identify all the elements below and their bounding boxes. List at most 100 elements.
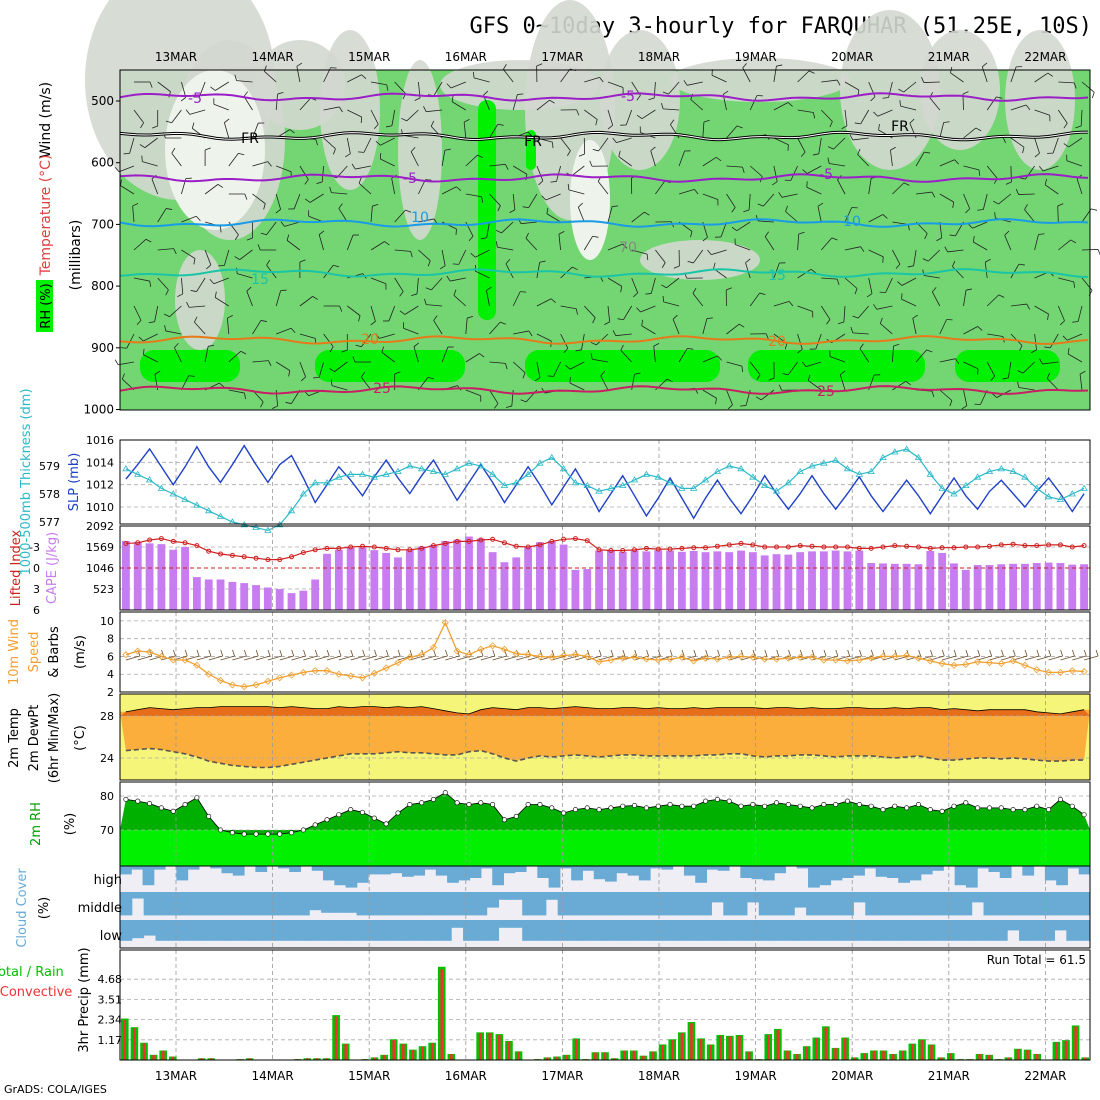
wind-barb-flag: [525, 232, 529, 239]
rh2m-marker: [797, 803, 803, 809]
slp-tick: 1014: [86, 456, 114, 469]
wind-barb: [781, 193, 798, 198]
cloud-bar: [782, 920, 795, 941]
date-label-bottom: 17MAR: [541, 1069, 583, 1083]
wind10-barb-flag: [314, 649, 318, 657]
wind-barb-flag: [423, 106, 427, 112]
wind-barb-flag: [272, 405, 278, 409]
wind10-marker: [595, 658, 603, 666]
precip-convective-bar: [651, 1051, 655, 1060]
cloud-bar: [593, 866, 606, 880]
wind-barb: [331, 385, 348, 391]
wind-barb: [441, 186, 457, 195]
cloud-bar: [120, 920, 133, 941]
lifted-index-tick: 0: [33, 562, 40, 575]
wind-barb-flag: [952, 201, 955, 208]
cape-bar: [311, 579, 320, 610]
wind-barb: [144, 137, 158, 148]
cloud-bar: [1056, 866, 1068, 886]
wind-barb: [1034, 137, 1040, 154]
wind-barb-flag: [194, 316, 198, 323]
wind-barb: [1004, 235, 1012, 251]
lifted-index-marker: [561, 536, 567, 542]
wind-barb-flag: [931, 191, 936, 198]
wind-barb: [702, 122, 705, 139]
cape-bar: [536, 542, 544, 610]
wind-barb-flag: [1047, 72, 1054, 77]
rh2m-marker: [998, 805, 1004, 811]
cape-bar: [157, 544, 166, 610]
wind-barb-flag: [304, 198, 311, 203]
cloud-bar: [616, 866, 629, 874]
wind10-barb-flag: [1012, 649, 1016, 657]
wind10-barb-flag: [764, 649, 768, 657]
cloud-bar: [924, 920, 937, 941]
precip-convective-bar: [776, 1029, 780, 1060]
precip-convective-bar: [670, 1039, 674, 1060]
cape-bar: [346, 547, 355, 610]
wind-barb: [236, 80, 253, 83]
wind-barb: [963, 361, 979, 370]
rh2m-marker: [1069, 803, 1075, 809]
wind-barb-flag: [296, 62, 303, 67]
wind-barb-flag: [1004, 230, 1010, 236]
wind-barb: [165, 330, 182, 335]
wind-barb-flag: [836, 79, 841, 86]
cape-bar: [973, 565, 982, 610]
wind-barb: [650, 150, 656, 167]
wind10-marker: [1080, 667, 1088, 676]
wind10-marker: [974, 658, 982, 666]
wind-barb-flag: [145, 238, 152, 243]
cape-bar: [571, 569, 580, 610]
wind-barb-flag: [636, 95, 641, 101]
rh-dry-area: [175, 250, 225, 350]
thickness-marker: [559, 465, 568, 472]
wind-barb: [987, 333, 1004, 337]
slp-tick: 1016: [86, 434, 114, 447]
wind-barb-flag: [399, 291, 404, 297]
rh2m-marker: [584, 805, 590, 811]
wind-barb-flag: [857, 148, 861, 155]
wind-barb-flag: [1047, 313, 1049, 320]
wind-barb-flag: [1063, 143, 1069, 148]
wind-barb: [413, 346, 419, 363]
wind-barb-flag: [1025, 104, 1031, 110]
wind10-tick: 10: [100, 615, 114, 628]
lifted-index-marker: [300, 550, 306, 556]
wind-barb-flag: [707, 249, 712, 255]
lifted-index-marker: [1057, 542, 1063, 548]
rh2m-tick: 80: [100, 790, 114, 803]
wind10-barb-flag: [1060, 649, 1063, 657]
wind-barb-flag: [243, 91, 248, 97]
wind-barb: [1008, 361, 1012, 378]
wind-barb: [246, 290, 253, 307]
lifted-index-marker: [1069, 544, 1075, 550]
wind-barb-flag: [244, 392, 246, 400]
wind-barb-flag: [315, 139, 318, 146]
wind-barb: [1034, 72, 1049, 83]
wind10-barb-flag: [433, 649, 437, 657]
rh2m-marker: [608, 805, 614, 811]
wind-barb: [616, 137, 632, 144]
wind-barb-flag: [165, 289, 169, 296]
wind10-marker: [761, 655, 769, 663]
wind-barb-flag: [208, 344, 215, 347]
cloud-bar: [959, 920, 973, 941]
wind-barb: [379, 333, 395, 339]
wind10-barb-flag: [977, 649, 981, 657]
lifted-index-marker: [750, 542, 756, 548]
wind-barb: [323, 137, 336, 150]
lifted-index-marker: [845, 544, 850, 550]
wind-barb: [204, 346, 209, 363]
cape-bar: [772, 554, 781, 610]
wind-barb-flag: [330, 379, 333, 386]
wind10-barb-flag: [374, 649, 377, 657]
wind-barb-flag: [288, 370, 291, 377]
wind-barb-flag: [575, 308, 578, 315]
wind-barb: [678, 188, 695, 195]
wind10-barb-flag: [610, 649, 614, 657]
cloud-bar: [447, 866, 459, 883]
contour-label: FR: [524, 134, 542, 150]
date-label-top: 13MAR: [155, 50, 197, 64]
wind-barb: [607, 81, 624, 88]
